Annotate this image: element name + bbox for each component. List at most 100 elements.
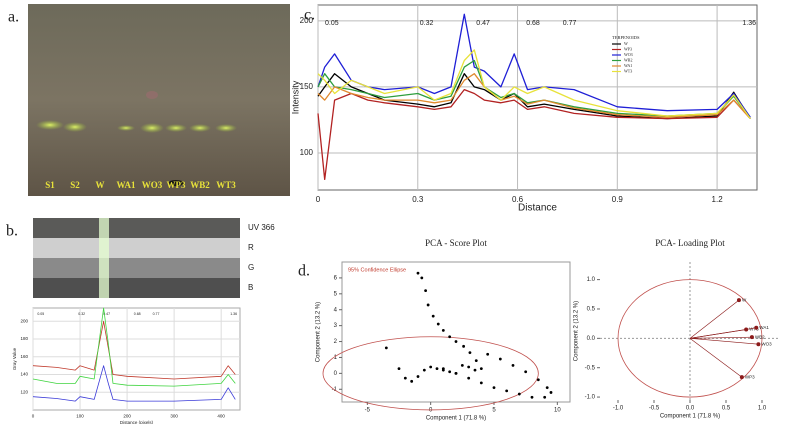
x-tick-label: 5	[492, 408, 496, 414]
score-point	[426, 303, 430, 307]
lane-label: W	[96, 180, 105, 190]
y-tick-label: 3	[334, 323, 338, 329]
plot-frame	[32, 307, 241, 411]
loading-vector	[689, 299, 740, 339]
point-label: WO3	[761, 341, 772, 346]
y-axis-label: Gray Value	[12, 347, 17, 370]
score-point	[441, 329, 445, 332]
x-tick-label: 0.0	[686, 406, 695, 412]
score-point	[545, 386, 549, 390]
y-axis-label: Component 2 (13.2 %)	[316, 302, 322, 362]
chart-title: PCA- Loading Plot	[655, 238, 725, 248]
y-axis-label: Component 2 (13.2 %)	[574, 301, 580, 361]
x-axis-label: Distance	[518, 203, 557, 214]
b-strip	[33, 278, 240, 298]
plot-frame	[341, 261, 571, 403]
panel-label: c.	[304, 7, 315, 24]
point-label: WT3	[749, 327, 759, 332]
score-point	[435, 367, 439, 370]
x-tick-label: 1.2	[712, 195, 724, 204]
series-line	[317, 49, 751, 119]
annotation: 0.05	[37, 312, 44, 316]
point-label: WB2	[755, 334, 765, 339]
strip-band	[99, 218, 109, 298]
annotation: 0.32	[420, 20, 434, 27]
loading-vector	[689, 338, 743, 378]
score-point	[511, 364, 515, 367]
panel-label: d.	[298, 263, 310, 280]
x-axis-label: Distance (pixels)	[120, 420, 154, 424]
y-tick-label: 150	[300, 82, 314, 91]
annotation: 0.32	[78, 312, 85, 316]
unit-circle	[617, 279, 763, 398]
score-point	[448, 370, 452, 374]
score-point	[467, 365, 471, 369]
score-point	[397, 367, 401, 370]
loading-vector	[689, 338, 759, 345]
y-tick-label: 5	[334, 291, 338, 297]
score-point	[416, 375, 420, 378]
score-point	[473, 368, 477, 372]
y-tick-label: 120	[20, 389, 28, 394]
score-point	[454, 340, 458, 343]
y-tick-label: 0	[334, 371, 338, 377]
y-tick-label: -1.0	[585, 395, 596, 401]
loading-point	[754, 325, 759, 330]
legend-title: TERPENOIDS	[612, 35, 640, 40]
score-point	[486, 352, 490, 356]
loading-vector	[689, 336, 752, 339]
y-tick-label: 0.0	[587, 336, 596, 342]
score-point	[429, 365, 433, 369]
annotation: 0.77	[153, 312, 160, 316]
tlc-plate	[28, 4, 290, 196]
score-point	[403, 376, 407, 380]
score-point	[441, 367, 445, 370]
y-axis-label: Intensity	[290, 80, 300, 114]
channel-label: R	[248, 243, 254, 252]
score-point	[505, 389, 509, 393]
annotation: 0.05	[325, 20, 339, 27]
score-point	[424, 289, 427, 293]
y-tick-label: 2	[334, 339, 338, 345]
score-point	[422, 368, 426, 372]
score-point	[460, 364, 464, 367]
point-label: WP3	[745, 374, 755, 379]
y-tick-label: -0.5	[585, 365, 596, 371]
x-tick-label: 0	[429, 408, 433, 414]
x-tick-label: 10	[554, 408, 561, 414]
x-tick-label: 100	[76, 414, 84, 419]
legend-label: WA1	[624, 63, 632, 68]
r-strip	[33, 238, 240, 258]
x-tick-label: 0	[316, 195, 321, 204]
x-tick-label: 0.3	[412, 195, 424, 204]
score-point	[448, 335, 452, 339]
score-point	[530, 395, 534, 399]
series-line	[32, 307, 236, 387]
score-point	[479, 381, 483, 385]
x-tick-label: 0	[32, 414, 35, 419]
tlc-bands	[36, 91, 237, 186]
channel-label: UV 366	[248, 223, 275, 232]
series-line	[317, 59, 751, 119]
annotation: 0.47	[103, 312, 110, 316]
series-line	[32, 320, 236, 380]
point-label: W	[742, 297, 747, 302]
y-tick-label: 180	[20, 336, 28, 341]
lane-label: S2	[70, 180, 80, 190]
legend-label: WP3	[624, 46, 632, 51]
y-tick-label: 0.5	[587, 307, 596, 313]
x-tick-label: -5	[365, 408, 371, 414]
loading-point	[749, 335, 754, 340]
score-point	[524, 370, 528, 374]
annotation: 0.77	[563, 20, 577, 27]
score-point	[420, 276, 424, 280]
annotation: 1.36	[742, 20, 756, 27]
panel-label: b.	[6, 223, 18, 240]
score-point	[517, 392, 521, 396]
ellipse-label: 95% Confidence Ellipse	[348, 267, 406, 273]
x-tick-label: -0.5	[649, 406, 660, 412]
y-tick-label: 4	[334, 307, 338, 313]
score-point	[416, 271, 420, 275]
loading-point	[756, 342, 761, 347]
y-tick-label: 1.0	[587, 277, 596, 283]
